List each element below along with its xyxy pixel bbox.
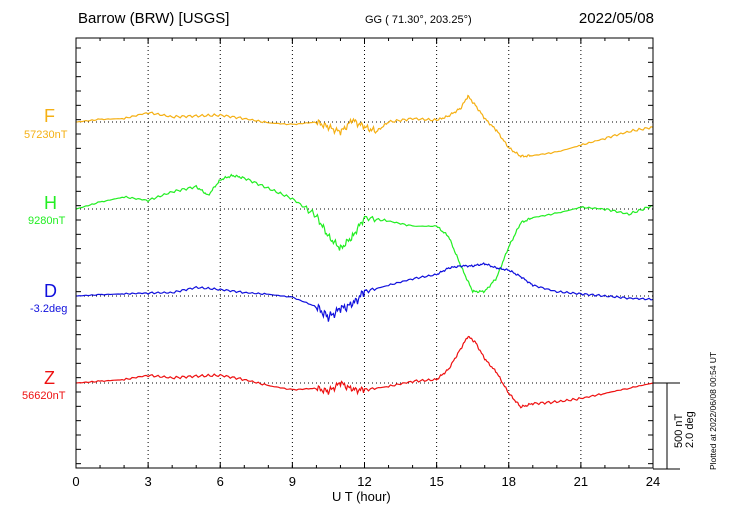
series-H-line	[75, 173, 653, 294]
x-tick-label: 18	[502, 474, 516, 489]
plot-date: 2022/05/08	[578, 10, 654, 27]
x-tick-label: 15	[429, 474, 443, 489]
label-D-letter: D	[44, 281, 57, 301]
series-traces	[75, 94, 654, 409]
series-F-line	[75, 94, 654, 158]
label-D-baseline: -3.2deg	[30, 303, 68, 315]
series-Z-line	[75, 335, 654, 409]
baseline-references	[76, 121, 653, 384]
station-title: Barrow (BRW) [USGS]	[78, 10, 230, 27]
label-H-baseline: 9280nT	[28, 215, 66, 227]
label-H-letter: H	[44, 193, 57, 213]
x-tick-label: 0	[72, 474, 79, 489]
x-tick-label: 12	[357, 474, 371, 489]
scale-bar	[653, 382, 680, 470]
station-coords: GG ( 71.30°, 203.25°)	[365, 14, 472, 26]
axis-ticks: 0 3 6 9 12 15 18 21 24	[72, 38, 660, 489]
x-tick-label: 6	[217, 474, 224, 489]
label-F-baseline: 57230nT	[24, 129, 68, 141]
x-tick-label: 9	[289, 474, 296, 489]
series-D-line	[75, 262, 654, 322]
label-Z-letter: Z	[44, 368, 55, 388]
x-tick-label: 24	[646, 474, 660, 489]
label-F-letter: F	[44, 106, 55, 126]
x-axis-label: U T (hour)	[332, 489, 391, 504]
x-tick-label: 21	[574, 474, 588, 489]
label-Z-baseline: 56620nT	[22, 390, 66, 402]
plotted-timestamp: Plotted at 2022/06/08 00:54 UT	[708, 351, 718, 470]
grid	[147, 38, 582, 468]
x-tick-label: 3	[145, 474, 152, 489]
scale-bar-label: 500 nT 2.0 deg	[673, 411, 696, 448]
